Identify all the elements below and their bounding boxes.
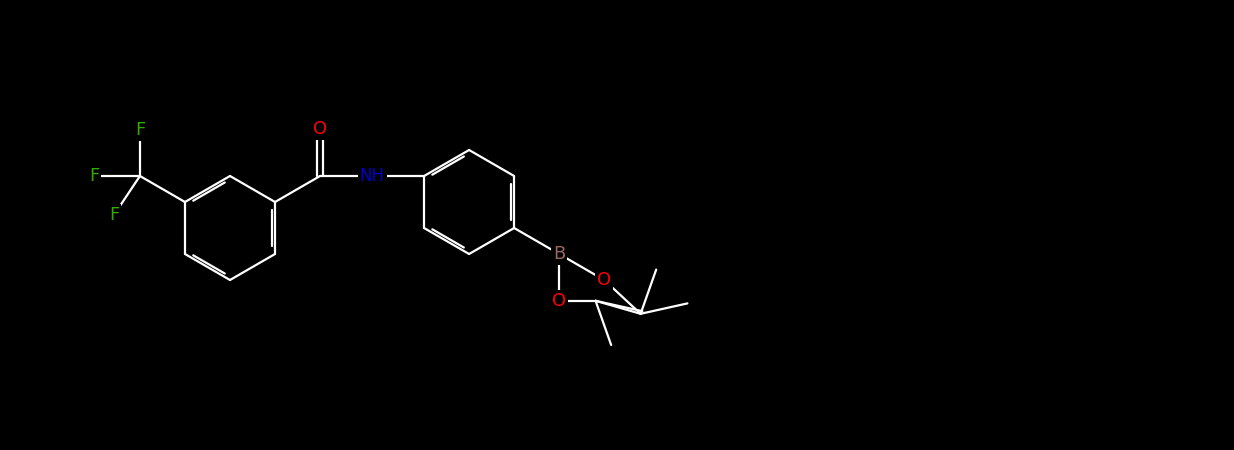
Text: O: O xyxy=(552,292,566,310)
Text: F: F xyxy=(89,167,99,185)
Text: F: F xyxy=(135,121,146,139)
Text: O: O xyxy=(313,120,327,138)
Text: B: B xyxy=(553,245,565,263)
Text: NH: NH xyxy=(359,167,385,185)
Text: F: F xyxy=(109,206,118,224)
Text: O: O xyxy=(597,271,611,289)
